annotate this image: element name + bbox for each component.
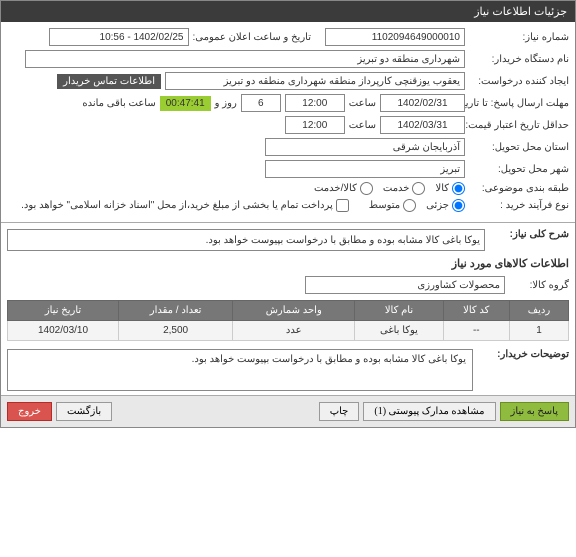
exit-button[interactable]: خروج <box>7 402 52 421</box>
publish-dt-field: 1402/02/25 - 10:56 <box>49 28 189 46</box>
day-label: روز و <box>215 98 237 109</box>
respond-button[interactable]: پاسخ به نیاز <box>500 402 570 421</box>
cell-name: یوکا باغی <box>355 321 443 341</box>
th-name: نام کالا <box>355 301 443 321</box>
radio-partial-label: جزئی <box>426 200 449 211</box>
subject-cat-label: طبقه بندی موضوعی: <box>469 183 569 194</box>
buyer-label: نام دستگاه خریدار: <box>469 54 569 65</box>
button-bar: پاسخ به نیاز مشاهده مدارک پیوستی (1) چاپ… <box>1 395 575 427</box>
need-no-field: 1102094649000010 <box>325 28 465 46</box>
table-row[interactable]: 1 -- یوکا باغی عدد 2,500 1402/03/10 <box>8 321 569 341</box>
desc-title: شرح کلی نیاز: <box>489 229 569 240</box>
paynote-label: پرداخت تمام یا بخشی از مبلغ خرید،از محل … <box>21 200 333 211</box>
radio-goods-service[interactable]: کالا/خدمت <box>314 182 373 195</box>
need-no-label: شماره نیاز: <box>469 32 569 43</box>
print-button[interactable]: چاپ <box>319 402 360 421</box>
back-button[interactable]: بازگشت <box>56 402 112 421</box>
requester-label: ایجاد کننده درخواست: <box>469 76 569 87</box>
cell-code: -- <box>443 321 509 341</box>
checkbox-paynote[interactable]: پرداخت تمام یا بخشی از مبلغ خرید،از محل … <box>21 199 349 212</box>
radio-medium[interactable]: متوسط <box>369 199 416 212</box>
subject-cat-group: کالا خدمت کالا/خدمت <box>314 182 465 195</box>
radio-service-input[interactable] <box>412 182 425 195</box>
th-code: کد کالا <box>443 301 509 321</box>
radio-service-label: خدمت <box>383 183 410 194</box>
buyer-note-label: توضیحات خریدار: <box>479 349 569 360</box>
validity-time-field: 12:00 <box>285 116 345 134</box>
radio-goods-input[interactable] <box>452 182 465 195</box>
time-label-1: ساعت <box>349 98 376 109</box>
items-title: اطلاعات کالاهای مورد نیاز <box>1 253 575 274</box>
table-header-row: ردیف کد کالا نام کالا واحد شمارش تعداد /… <box>8 301 569 321</box>
radio-goods-label: کالا <box>435 183 449 194</box>
deadline-time-field: 12:00 <box>285 94 345 112</box>
deadline-label: مهلت ارسال پاسخ: تا تاریخ: <box>469 98 569 109</box>
buyer-note-box: یوکا باغی کالا مشابه بوده و مطابق با درخ… <box>7 349 473 391</box>
group-label: گروه کالا: <box>509 280 569 291</box>
th-unit: واحد شمارش <box>233 301 355 321</box>
items-table: ردیف کد کالا نام کالا واحد شمارش تعداد /… <box>7 300 569 341</box>
attachments-button[interactable]: مشاهده مدارک پیوستی (1) <box>363 402 495 421</box>
need-details-window: جزئیات اطلاعات نیاز شماره نیاز: 11020946… <box>0 0 576 428</box>
form-section: شماره نیاز: 1102094649000010 تاریخ و ساع… <box>1 22 575 218</box>
buyer-field: شهرداری منطقه دو تبریز <box>25 50 465 68</box>
days-left-field: 6 <box>241 94 281 112</box>
process-label: نوع فرآیند خرید : <box>469 200 569 211</box>
radio-partial[interactable]: جزئی <box>426 199 465 212</box>
cell-date: 1402/03/10 <box>8 321 119 341</box>
cell-unit: عدد <box>233 321 355 341</box>
remain-label: ساعت باقی مانده <box>82 98 155 109</box>
radio-partial-input[interactable] <box>452 199 465 212</box>
desc-box: یوکا باغی کالا مشابه بوده و مطابق با درخ… <box>7 229 485 251</box>
checkbox-paynote-input[interactable] <box>336 199 349 212</box>
th-qty: تعداد / مقدار <box>119 301 233 321</box>
radio-goods-service-label: کالا/خدمت <box>314 183 357 194</box>
province-field: آذربایجان شرقی <box>265 138 465 156</box>
remain-time-badge: 00:47:41 <box>160 96 211 111</box>
radio-medium-label: متوسط <box>369 200 400 211</box>
cell-qty: 2,500 <box>119 321 233 341</box>
requester-field: یعقوب یوزقنچی کارپرداز منطقه شهرداری منط… <box>165 72 465 90</box>
radio-service[interactable]: خدمت <box>383 182 426 195</box>
th-idx: ردیف <box>509 301 568 321</box>
radio-goods[interactable]: کالا <box>435 182 465 195</box>
group-field: محصولات کشاورزی <box>305 276 505 294</box>
time-label-2: ساعت <box>349 120 376 131</box>
validity-label: حداقل تاریخ اعتبار قیمت: تا تاریخ: <box>469 120 569 131</box>
radio-goods-service-input[interactable] <box>360 182 373 195</box>
validity-date-field: 1402/03/31 <box>380 116 465 134</box>
city-label: شهر محل تحویل: <box>469 164 569 175</box>
process-group: جزئی متوسط پرداخت تمام یا بخشی از مبلغ خ… <box>21 199 465 212</box>
contact-badge[interactable]: اطلاعات تماس خریدار <box>57 74 161 89</box>
window-title: جزئیات اطلاعات نیاز <box>1 1 575 22</box>
publish-dt-label: تاریخ و ساعت اعلان عمومی: <box>193 32 312 43</box>
radio-medium-input[interactable] <box>403 199 416 212</box>
city-field: تبریز <box>265 160 465 178</box>
deadline-date-field: 1402/02/31 <box>380 94 465 112</box>
cell-idx: 1 <box>509 321 568 341</box>
th-date: تاریخ نیاز <box>8 301 119 321</box>
province-label: استان محل تحویل: <box>469 142 569 153</box>
